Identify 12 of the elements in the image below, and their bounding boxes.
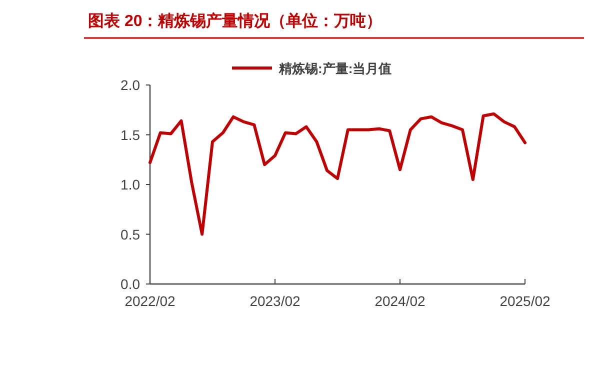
y-tick-label: 0.5 [120,226,140,242]
line-series [148,112,526,236]
y-tick-label: 2.0 [120,77,140,93]
x-tick-label: 2022/02 [124,293,176,309]
y-tick-label: 0.0 [120,276,140,292]
x-tick-label: 2025/02 [500,293,551,309]
legend-label: 精炼锡:产量:当月值 [278,61,392,76]
chart-title: 图表 20：精炼锡产量情况（单位：万吨） [88,12,382,30]
y-tick-label: 1.0 [120,176,140,192]
x-tick-label: 2023/02 [250,293,301,309]
x-tick-label: 2024/02 [374,293,426,309]
y-tick-label: 1.5 [120,126,140,143]
